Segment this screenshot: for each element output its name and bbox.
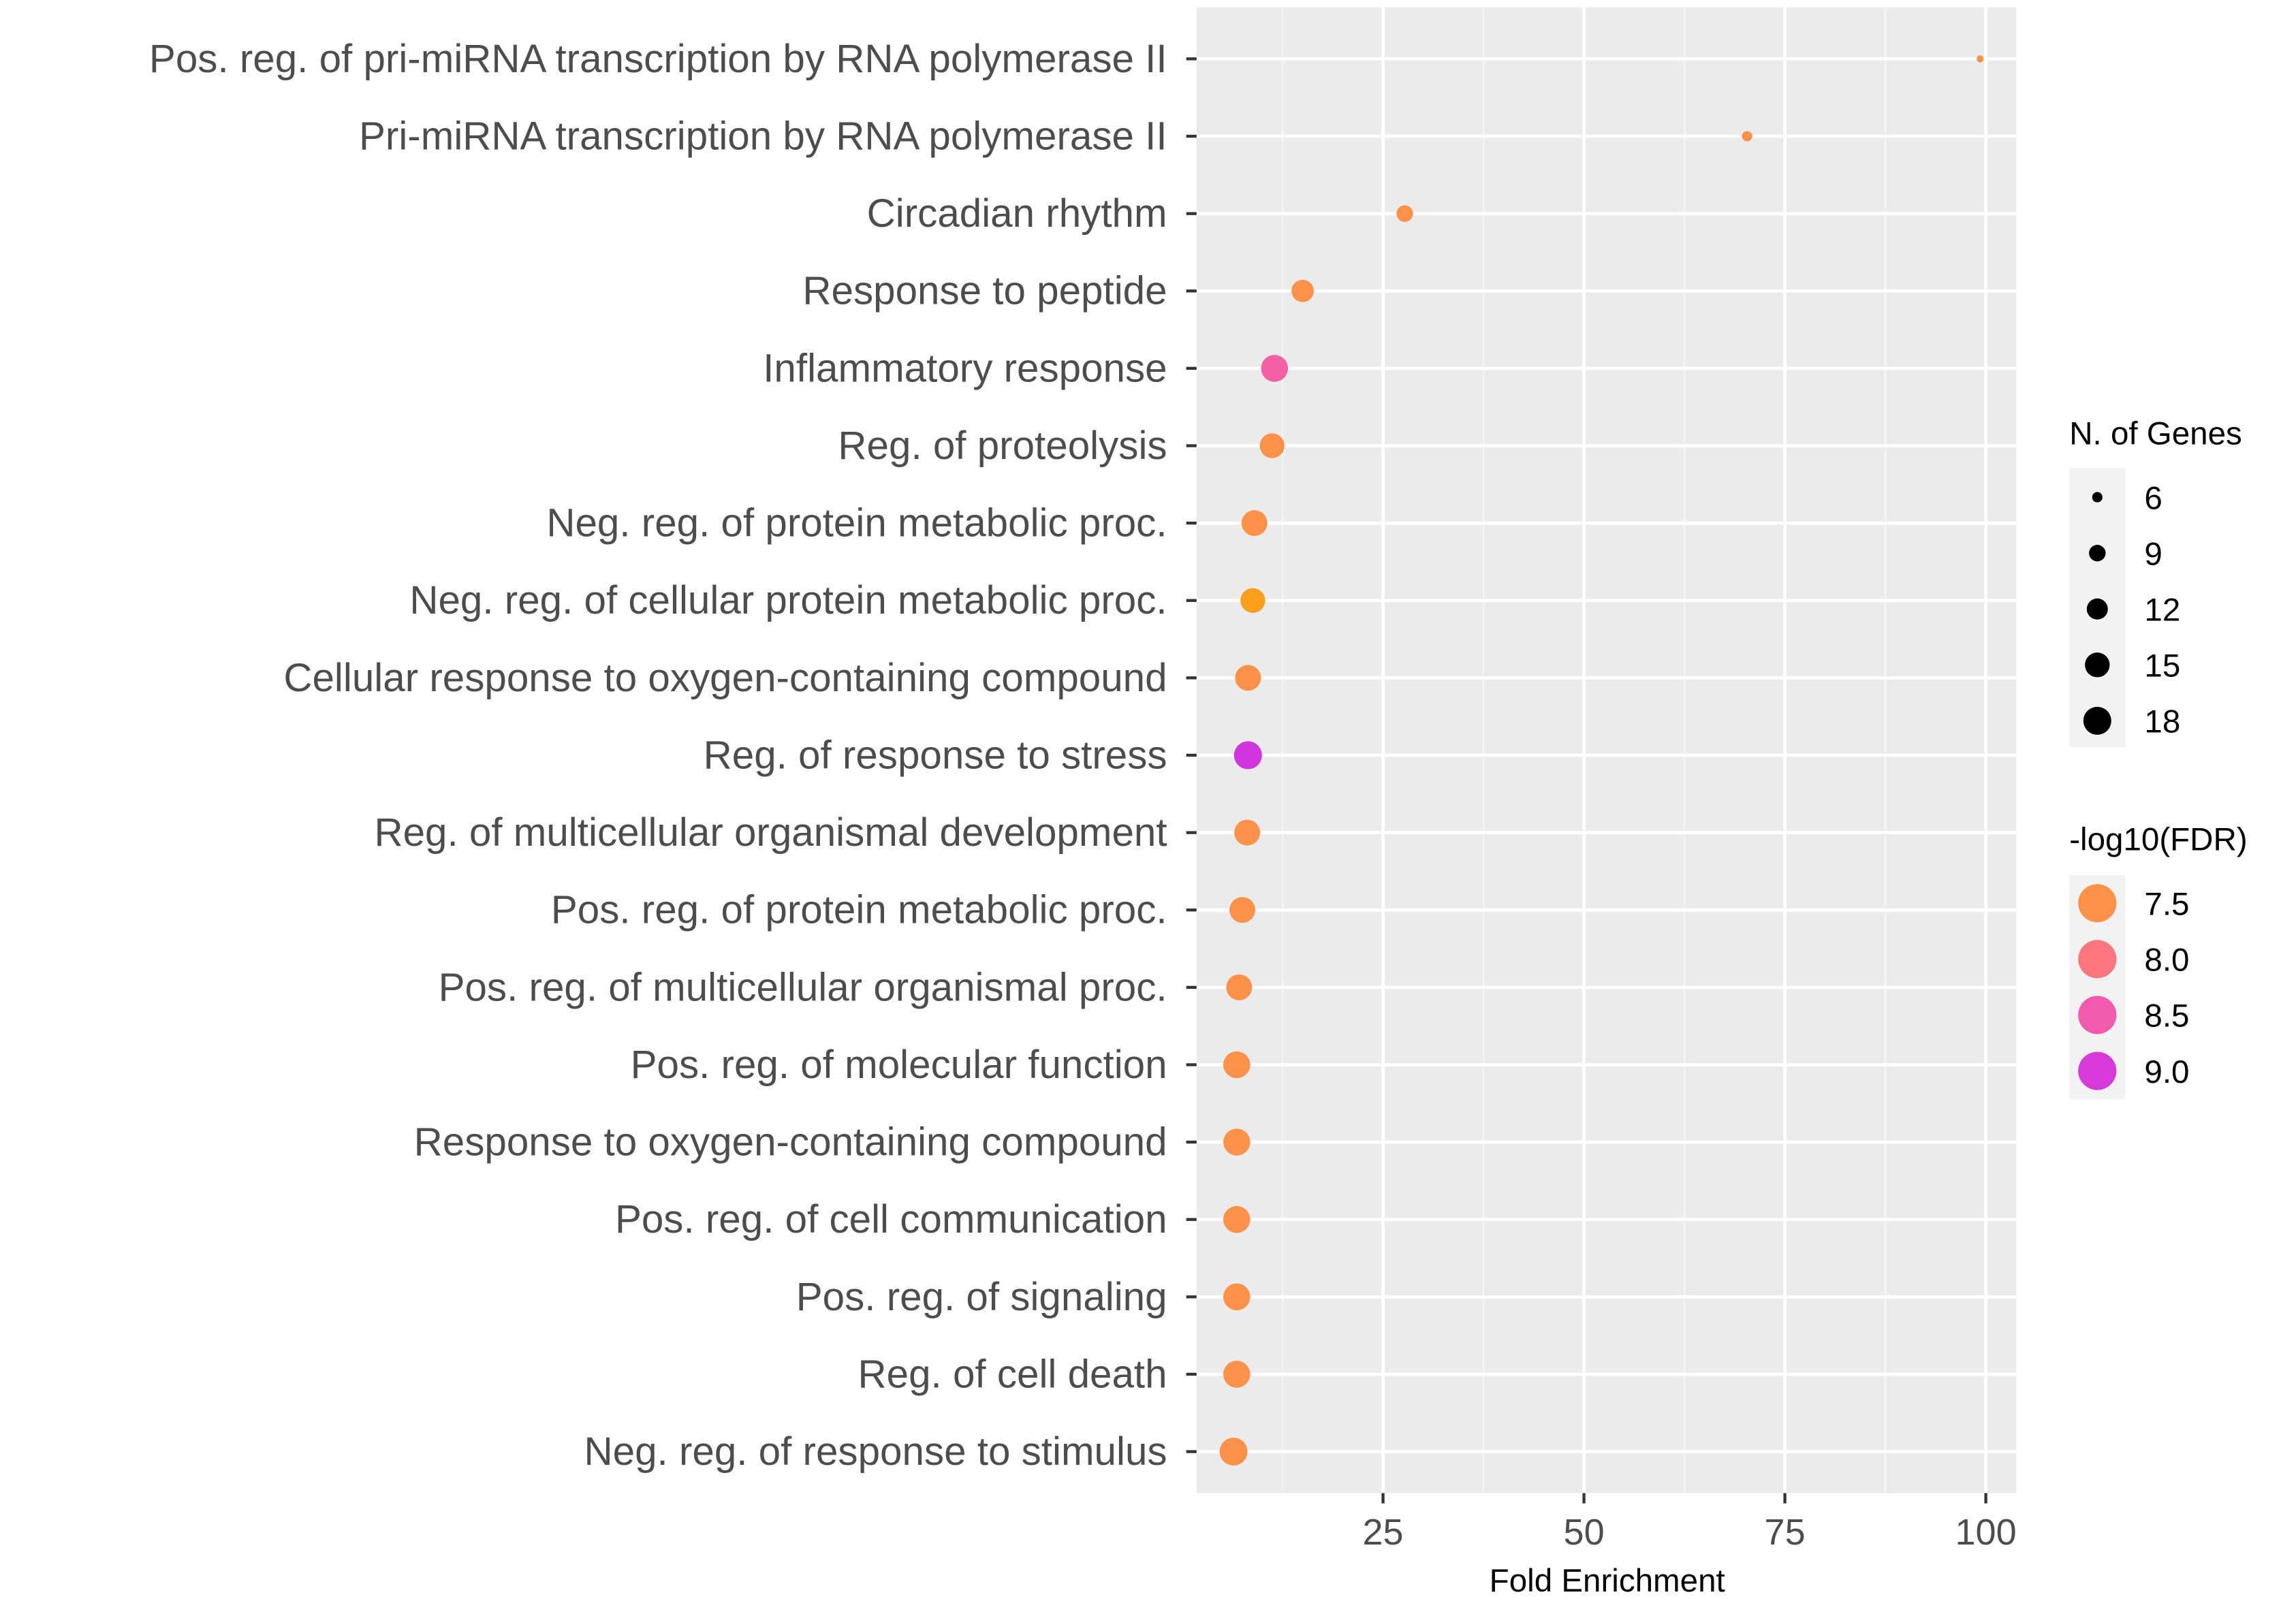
color-legend-label: 9.0	[2144, 1054, 2189, 1090]
y-tick-label: Pos. reg. of cell communication	[615, 1197, 1167, 1241]
size-legend-label: 9	[2144, 536, 2162, 572]
y-tick-label: Pri-miRNA transcription by RNA polymeras…	[359, 114, 1167, 158]
size-legend-dot	[2086, 598, 2108, 620]
data-point	[1241, 510, 1268, 537]
data-point	[1261, 355, 1289, 382]
y-tick-label: Reg. of proteolysis	[838, 424, 1167, 468]
color-legend-label: 8.0	[2144, 943, 2189, 979]
data-point	[1223, 1283, 1251, 1311]
color-legend-title: -log10(FDR)	[2069, 822, 2247, 858]
x-tick-label: 50	[1564, 1512, 1605, 1553]
size-legend-label: 15	[2144, 648, 2180, 684]
data-point	[1240, 588, 1265, 613]
y-tick-label: Pos. reg. of protein metabolic proc.	[551, 888, 1167, 932]
data-point	[1223, 1128, 1251, 1156]
size-legend-title: N. of Genes	[2069, 415, 2242, 452]
x-tick-label: 75	[1765, 1512, 1806, 1553]
y-tick-label: Response to peptide	[802, 269, 1167, 313]
size-legend-dot	[2085, 652, 2110, 678]
y-tick-label: Pos. reg. of signaling	[796, 1275, 1167, 1319]
data-point	[1234, 819, 1261, 846]
data-point	[1223, 1205, 1251, 1233]
y-tick-label: Pos. reg. of molecular function	[631, 1043, 1167, 1087]
data-point	[1291, 279, 1314, 302]
size-legend-label: 6	[2144, 480, 2162, 516]
data-point	[1396, 205, 1413, 222]
size-legend-dot	[2089, 545, 2106, 562]
y-tick-label: Reg. of multicellular organismal develop…	[374, 810, 1167, 855]
x-tick-label: 100	[1955, 1512, 2017, 1553]
y-tick-label: Pos. reg. of multicellular organismal pr…	[439, 965, 1167, 1009]
y-tick-label: Reg. of cell death	[858, 1352, 1167, 1396]
y-tick-label: Reg. of response to stress	[704, 733, 1167, 777]
y-tick-label: Inflammatory response	[763, 346, 1167, 390]
x-axis-title: Fold Enrichment	[1490, 1563, 1725, 1599]
color-legend-dot	[2078, 884, 2117, 923]
data-point	[1977, 55, 1984, 63]
data-point	[1233, 741, 1262, 770]
data-point	[1229, 897, 1256, 923]
data-point	[1259, 433, 1285, 458]
x-tick-label: 25	[1363, 1512, 1404, 1553]
size-legend-label: 12	[2144, 592, 2180, 629]
data-point	[1226, 974, 1253, 1000]
y-tick-label: Neg. reg. of cellular protein metabolic …	[409, 578, 1167, 622]
color-legend-dot	[2078, 996, 2117, 1034]
data-point	[1742, 131, 1752, 142]
y-tick-label: Pos. reg. of pri-miRNA transcription by …	[149, 37, 1167, 81]
y-tick-label: Neg. reg. of protein metabolic proc.	[546, 501, 1167, 545]
data-point	[1223, 1051, 1251, 1079]
color-legend-dot	[2078, 1051, 2117, 1090]
data-point	[1235, 665, 1261, 691]
color-legend-label: 8.5	[2144, 998, 2189, 1034]
y-tick-label: Neg. reg. of response to stimulus	[584, 1429, 1167, 1474]
size-legend-dot	[2083, 706, 2111, 735]
plot-panel	[1196, 7, 2017, 1493]
y-tick-label: Cellular response to oxygen-containing c…	[283, 656, 1167, 700]
y-tick-label: Circadian rhythm	[867, 191, 1167, 236]
y-tick-label: Response to oxygen-containing compound	[414, 1120, 1167, 1165]
color-legend-dot	[2078, 940, 2117, 979]
size-legend-dot	[2092, 492, 2103, 503]
size-legend-label: 18	[2144, 704, 2180, 740]
color-legend-label: 7.5	[2144, 887, 2189, 923]
data-point	[1219, 1438, 1248, 1466]
data-point	[1223, 1361, 1251, 1388]
